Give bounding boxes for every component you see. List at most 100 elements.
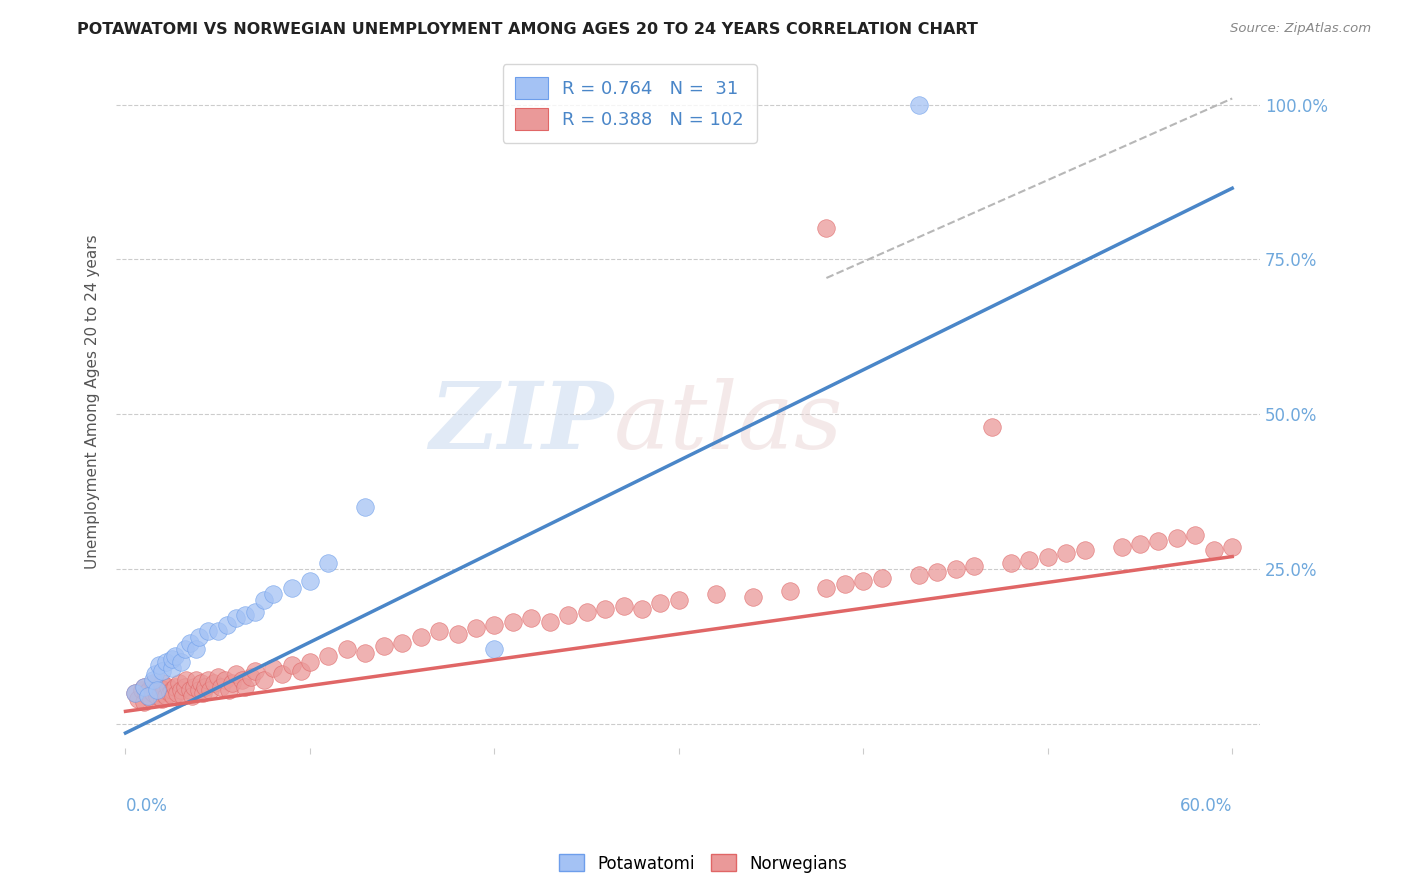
Point [136, 689, 159, 703]
Point [190, 676, 212, 690]
Point [907, 568, 929, 582]
Point [132, 695, 155, 709]
Point [870, 571, 893, 585]
Point [354, 500, 377, 514]
Point [153, 682, 176, 697]
Point [194, 680, 217, 694]
Point [165, 680, 187, 694]
Point [197, 673, 219, 688]
Point [631, 602, 654, 616]
Point [150, 664, 173, 678]
Point [243, 664, 266, 678]
Point [484, 617, 506, 632]
Point [280, 581, 302, 595]
Point [132, 680, 155, 694]
Point [135, 686, 157, 700]
Point [170, 655, 193, 669]
Point [202, 676, 225, 690]
Point [779, 583, 801, 598]
Point [1202, 543, 1225, 558]
Point [280, 657, 302, 672]
Point [179, 636, 201, 650]
Text: Source: ZipAtlas.com: Source: ZipAtlas.com [1230, 22, 1371, 36]
Point [298, 655, 321, 669]
Point [124, 686, 146, 700]
Point [354, 646, 377, 660]
Point [127, 692, 149, 706]
Point [1073, 543, 1095, 558]
Text: 60.0%: 60.0% [1180, 797, 1232, 815]
Point [741, 590, 763, 604]
Point [188, 682, 211, 697]
Point [815, 221, 838, 235]
Text: 0.0%: 0.0% [125, 797, 167, 815]
Point [520, 611, 543, 625]
Point [262, 661, 284, 675]
Point [183, 680, 205, 694]
Point [165, 648, 187, 663]
Point [336, 642, 359, 657]
Text: atlas: atlas [614, 377, 844, 467]
Point [167, 676, 190, 690]
Legend: R = 0.764   N =  31, R = 0.388   N = 102: R = 0.764 N = 31, R = 0.388 N = 102 [503, 64, 756, 143]
Point [271, 667, 294, 681]
Point [124, 686, 146, 700]
Point [593, 602, 616, 616]
Point [150, 692, 173, 706]
Point [409, 630, 432, 644]
Point [148, 657, 170, 672]
Point [852, 574, 875, 589]
Point [173, 680, 195, 694]
Point [650, 596, 672, 610]
Point [218, 682, 240, 697]
Point [214, 673, 236, 688]
Point [209, 680, 232, 694]
Point [207, 624, 229, 638]
Point [142, 676, 165, 690]
Point [253, 593, 276, 607]
Point [141, 692, 163, 706]
Point [156, 680, 179, 694]
Point [834, 577, 856, 591]
Point [143, 682, 166, 697]
Point [146, 682, 169, 697]
Point [170, 682, 193, 697]
Point [963, 558, 986, 573]
Point [1036, 549, 1059, 564]
Point [138, 682, 160, 697]
Point [668, 593, 690, 607]
Point [136, 689, 159, 703]
Point [160, 682, 183, 697]
Point [235, 680, 257, 694]
Point [290, 664, 312, 678]
Point [243, 605, 266, 619]
Point [207, 670, 229, 684]
Point [225, 667, 247, 681]
Point [225, 611, 247, 625]
Text: POTAWATOMI VS NORWEGIAN UNEMPLOYMENT AMONG AGES 20 TO 24 YEARS CORRELATION CHART: POTAWATOMI VS NORWEGIAN UNEMPLOYMENT AMO… [77, 22, 979, 37]
Point [166, 686, 188, 700]
Point [148, 680, 170, 694]
Y-axis label: Unemployment Among Ages 20 to 24 years: Unemployment Among Ages 20 to 24 years [86, 235, 100, 569]
Point [239, 670, 262, 684]
Point [162, 689, 184, 703]
Point [298, 574, 321, 589]
Point [318, 556, 340, 570]
Point [180, 689, 202, 703]
Point [815, 581, 838, 595]
Point [184, 642, 207, 657]
Point [981, 419, 1004, 434]
Point [131, 682, 153, 697]
Point [160, 661, 183, 675]
Point [1000, 556, 1022, 570]
Point [235, 608, 257, 623]
Point [391, 636, 413, 650]
Point [155, 655, 177, 669]
Legend: Potawatomi, Norwegians: Potawatomi, Norwegians [553, 847, 853, 880]
Point [1147, 534, 1170, 549]
Point [612, 599, 634, 613]
Point [484, 642, 506, 657]
Point [197, 624, 219, 638]
Point [925, 565, 948, 579]
Point [945, 562, 967, 576]
